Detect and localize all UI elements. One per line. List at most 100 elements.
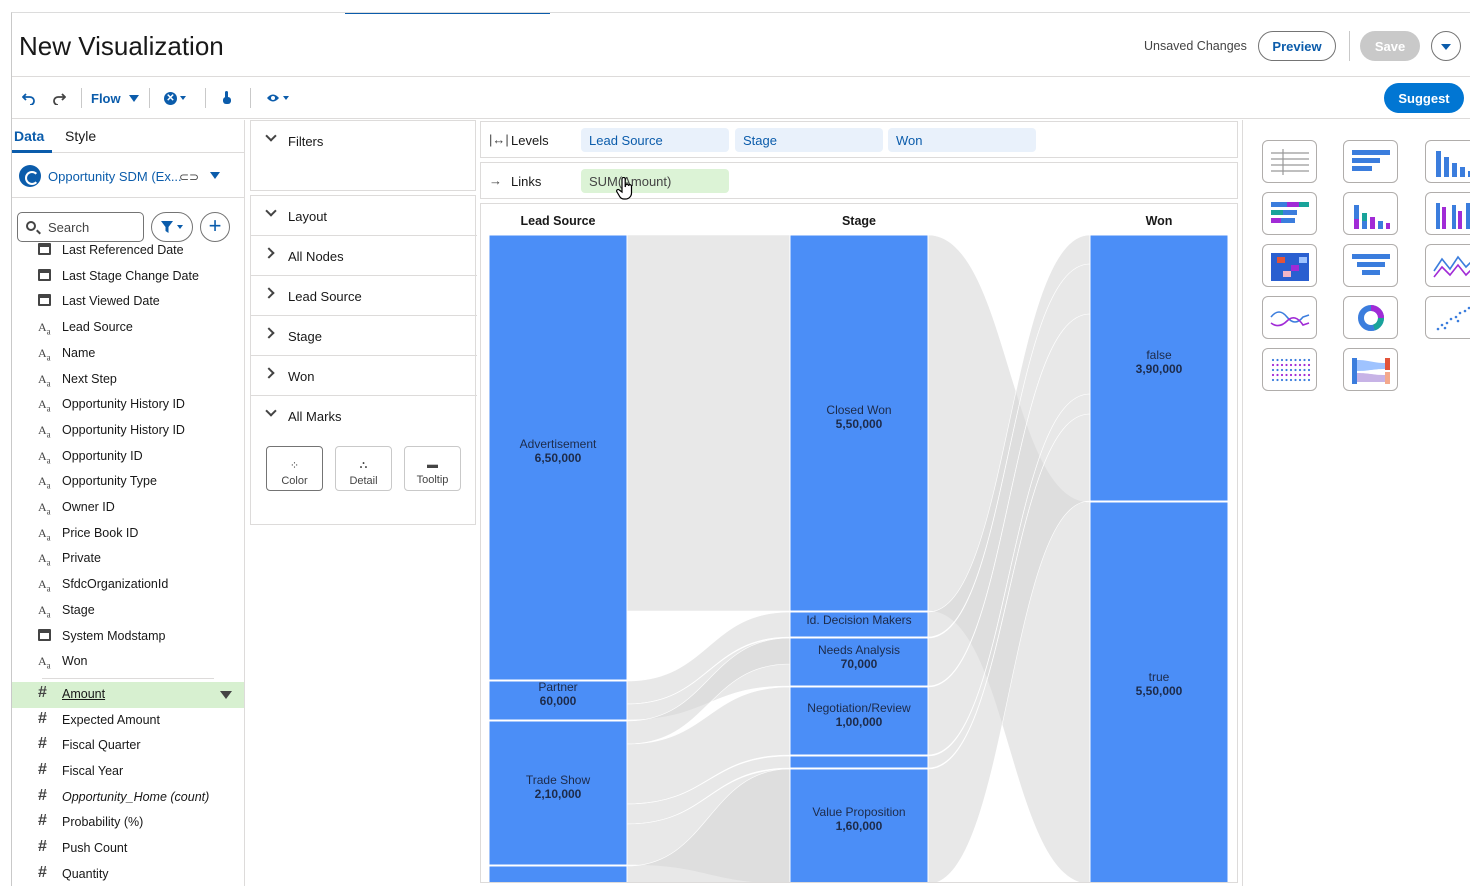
field-item[interactable]: Aa Price Book ID bbox=[12, 521, 244, 547]
sankey-node[interactable] bbox=[1089, 501, 1229, 883]
chevron-down-icon[interactable] bbox=[220, 690, 232, 699]
heatmap-icon[interactable] bbox=[1262, 244, 1317, 287]
sankey-node[interactable] bbox=[789, 234, 929, 612]
section-won[interactable]: Won bbox=[251, 356, 477, 396]
field-item[interactable]: # Fiscal Year bbox=[12, 759, 244, 785]
field-item[interactable]: Aa Stage bbox=[12, 598, 244, 624]
dot-matrix-icon[interactable] bbox=[1262, 348, 1317, 391]
level-pill-won[interactable]: Won bbox=[888, 128, 1036, 152]
level-pill-lead-source[interactable]: Lead Source bbox=[581, 128, 729, 152]
field-item[interactable]: Aa Name bbox=[12, 341, 244, 367]
field-item[interactable]: Aa Next Step bbox=[12, 367, 244, 393]
field-label: Opportunity History ID bbox=[62, 397, 185, 412]
interaction-icon[interactable] bbox=[221, 87, 233, 109]
tooltip-mark-button[interactable]: ▬ Tooltip bbox=[404, 446, 461, 491]
sankey-link[interactable] bbox=[626, 234, 791, 612]
field-item[interactable]: # Expected Amount bbox=[12, 708, 244, 734]
sankey-node[interactable] bbox=[789, 637, 929, 687]
field-item[interactable]: # Fiscal Quarter bbox=[12, 733, 244, 759]
filters-header[interactable]: Filters bbox=[251, 121, 477, 161]
chart-canvas[interactable]: Lead Source Stage Won Advertisement 6,50,000… bbox=[480, 203, 1238, 883]
field-item[interactable]: # Opportunity_Home (count) bbox=[12, 785, 244, 811]
tab-style[interactable]: Style bbox=[65, 128, 97, 144]
field-item[interactable]: Aa SfdcOrganizationId bbox=[12, 572, 244, 598]
donut-chart-icon[interactable] bbox=[1343, 296, 1398, 339]
sankey-node[interactable] bbox=[488, 234, 628, 681]
undo-icon[interactable] bbox=[22, 87, 36, 109]
table-chart-icon[interactable] bbox=[1262, 140, 1317, 183]
field-item[interactable]: Aa Opportunity ID bbox=[12, 444, 244, 470]
multi-line-icon[interactable] bbox=[1425, 244, 1470, 287]
sankey-node[interactable] bbox=[789, 768, 929, 883]
field-item-selected[interactable]: # Amount bbox=[12, 681, 244, 708]
chevron-down-icon bbox=[180, 96, 186, 100]
field-item[interactable]: Last Stage Change Date bbox=[12, 264, 244, 290]
field-item[interactable]: Aa Opportunity History ID bbox=[12, 392, 244, 418]
field-item[interactable]: Aa Won bbox=[12, 649, 244, 675]
sankey-node[interactable] bbox=[488, 865, 628, 883]
section-lead-source[interactable]: Lead Source bbox=[251, 276, 477, 316]
section-all-marks[interactable]: All Marks bbox=[251, 396, 477, 436]
line-chart-icon[interactable] bbox=[1262, 296, 1317, 339]
field-item[interactable]: Aa Lead Source bbox=[12, 315, 244, 341]
detail-mark-button[interactable]: ⛬ Detail bbox=[335, 446, 392, 491]
add-field-button[interactable]: + bbox=[200, 212, 230, 242]
column-chart-icon[interactable] bbox=[1425, 140, 1470, 183]
field-item[interactable]: Last Viewed Date bbox=[12, 289, 244, 315]
detail-icon: ⛬ bbox=[359, 458, 368, 471]
level-pill-stage[interactable]: Stage bbox=[735, 128, 883, 152]
node-value: 5,50,000 bbox=[836, 417, 883, 431]
sankey-node[interactable] bbox=[789, 611, 929, 638]
field-item[interactable]: # Push Count bbox=[12, 836, 244, 862]
search-input[interactable] bbox=[48, 220, 140, 235]
sankey-node[interactable] bbox=[789, 755, 929, 769]
levels-label: Levels bbox=[511, 133, 549, 148]
datasource-selector[interactable]: Opportunity SDM (Ex... ⊂⊃ bbox=[12, 154, 244, 198]
node-value: 5,50,000 bbox=[1136, 684, 1183, 698]
suggest-button[interactable]: Suggest bbox=[1384, 83, 1464, 113]
sankey-node[interactable] bbox=[488, 720, 628, 866]
node-label: false bbox=[1146, 348, 1172, 362]
sankey-chart[interactable]: Lead Source Stage Won Advertisement6,50,000… bbox=[481, 204, 1238, 883]
stacked-bar-icon[interactable] bbox=[1262, 192, 1317, 235]
color-mark-button[interactable]: ⁘ Color bbox=[266, 446, 323, 491]
search-box bbox=[17, 212, 144, 242]
field-item[interactable]: System Modstamp bbox=[12, 624, 244, 650]
scatter-plot-icon[interactable] bbox=[1425, 296, 1470, 339]
field-label: Opportunity History ID bbox=[62, 422, 185, 437]
tab-data[interactable]: Data bbox=[14, 128, 45, 144]
field-item[interactable]: Aa Opportunity Type bbox=[12, 469, 244, 495]
flow-dropdown[interactable]: Flow bbox=[91, 87, 139, 109]
field-item[interactable]: Aa Private bbox=[12, 546, 244, 572]
sankey-node[interactable] bbox=[789, 686, 929, 756]
sankey-node[interactable] bbox=[1089, 234, 1229, 502]
section-all-nodes[interactable]: All Nodes bbox=[251, 236, 477, 276]
field-item[interactable]: Aa Opportunity History ID bbox=[12, 418, 244, 444]
link-pill-amount[interactable]: SUM(Amount) bbox=[581, 169, 729, 193]
links-shelf: → Links SUM(Amount) bbox=[480, 162, 1238, 199]
calendar-icon bbox=[38, 268, 56, 286]
save-button[interactable]: Save bbox=[1360, 31, 1420, 61]
stacked-column-icon[interactable] bbox=[1343, 192, 1398, 235]
field-item[interactable]: # Quantity bbox=[12, 862, 244, 886]
field-item[interactable]: # Probability (%) bbox=[12, 810, 244, 836]
text-field-icon: Aa bbox=[38, 320, 51, 337]
section-stage[interactable]: Stage bbox=[251, 316, 477, 356]
more-actions-button[interactable] bbox=[1431, 31, 1461, 61]
clear-dropdown[interactable]: ✕ bbox=[164, 87, 186, 109]
funnel-chart-icon[interactable] bbox=[1343, 244, 1398, 287]
grouped-column-icon[interactable] bbox=[1425, 192, 1470, 235]
filter-fields-button[interactable] bbox=[151, 212, 193, 242]
view-dropdown[interactable] bbox=[266, 87, 289, 109]
field-label: Fiscal Year bbox=[62, 764, 124, 778]
sankey-node[interactable] bbox=[488, 680, 628, 721]
preview-button[interactable]: Preview bbox=[1258, 31, 1336, 61]
node-value: 60,000 bbox=[540, 694, 577, 708]
redo-icon[interactable] bbox=[52, 87, 66, 109]
layout-header[interactable]: Layout bbox=[251, 196, 477, 236]
bar-chart-icon[interactable] bbox=[1343, 140, 1398, 183]
field-item[interactable]: Last Referenced Date bbox=[12, 238, 244, 264]
sankey-chart-icon[interactable] bbox=[1343, 348, 1398, 391]
field-item[interactable]: Aa Owner ID bbox=[12, 495, 244, 521]
chevron-down-icon[interactable] bbox=[210, 172, 220, 179]
